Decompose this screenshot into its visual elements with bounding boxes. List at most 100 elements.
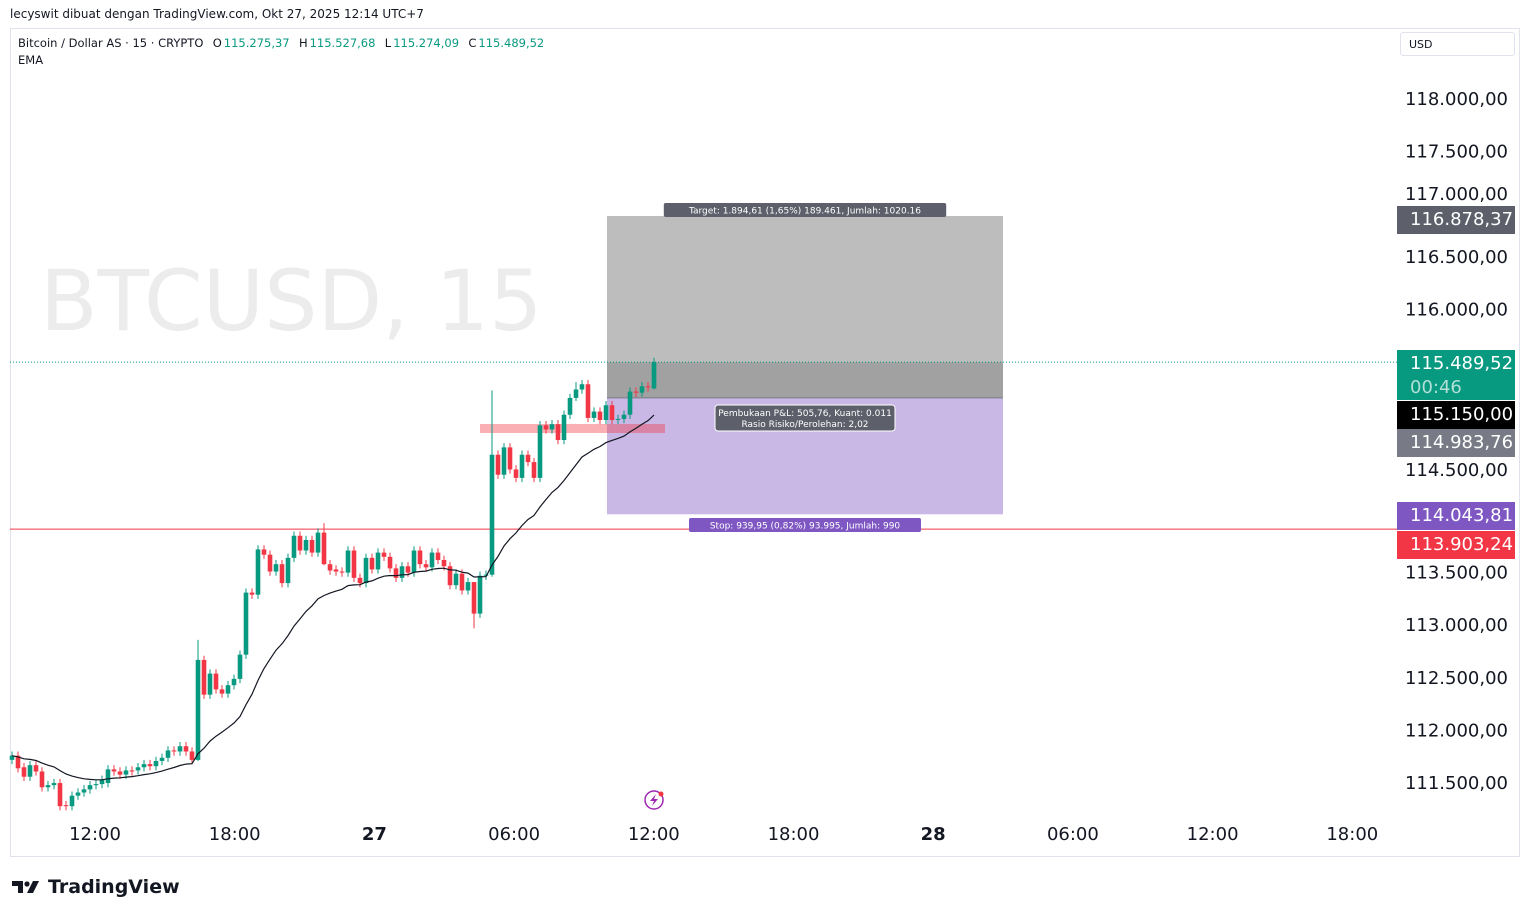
y-tick-label: 113.000,00 xyxy=(1405,615,1508,636)
candle-body xyxy=(369,557,375,570)
candle-body xyxy=(153,760,159,767)
candle-body xyxy=(117,771,123,775)
open-pnl-zone xyxy=(607,362,1003,398)
pnl-label: Pembukaan P&L: 505,76, Kuant: 0.011Rasio… xyxy=(714,404,896,432)
watermark: BTCUSD, 15 xyxy=(40,252,542,350)
candle-body xyxy=(171,750,177,752)
symbol-title[interactable]: Bitcoin / Dollar AS · 15 · CRYPTO xyxy=(18,36,204,50)
chart-caption: lecyswit dibuat dengan TradingView.com, … xyxy=(10,7,424,21)
candle-body xyxy=(21,767,27,777)
y-tick-label: 116.500,00 xyxy=(1405,247,1508,268)
x-tick-label: 06:00 xyxy=(488,824,540,845)
y-tick-label: 117.000,00 xyxy=(1405,184,1508,205)
x-tick-label: 12:00 xyxy=(628,824,680,845)
low-label: L xyxy=(384,36,392,50)
x-tick-label: 27 xyxy=(362,824,387,845)
candle-body xyxy=(453,573,459,586)
candle-body xyxy=(447,566,453,586)
candle-body xyxy=(501,447,507,475)
x-tick-label: 28 xyxy=(921,824,946,845)
x-tick-label: 06:00 xyxy=(1047,824,1099,845)
candle-body xyxy=(93,784,99,786)
candle-body xyxy=(111,769,117,772)
target-label-bg xyxy=(663,203,947,217)
candle-body xyxy=(291,535,297,558)
candle-body xyxy=(423,564,429,568)
currency-selector[interactable]: USD xyxy=(1400,32,1515,56)
candle-body xyxy=(387,556,393,569)
target-zone xyxy=(607,216,1003,398)
lightning-icon[interactable] xyxy=(644,790,664,810)
candle-body xyxy=(45,785,51,788)
y-tick-label: 113.500,00 xyxy=(1405,563,1508,584)
target-label-text: Target: 1.894,61 (1,65%) 189.461, Jumlah… xyxy=(688,207,921,217)
candle-body xyxy=(159,757,165,761)
stop-label-bg xyxy=(689,518,921,532)
ema-line xyxy=(11,414,655,781)
pnl-label-bg xyxy=(714,404,896,432)
stop-price-label: 114.043,81 xyxy=(1397,502,1515,530)
candle-body xyxy=(255,549,261,595)
candle-body xyxy=(495,454,501,475)
candle-body xyxy=(189,751,195,760)
candle-body xyxy=(333,569,339,572)
indicator-ema-label[interactable]: EMA xyxy=(18,53,44,67)
candle-body xyxy=(375,552,381,570)
x-tick-label: 12:00 xyxy=(69,824,121,845)
candle-body xyxy=(327,564,333,571)
tradingview-logo[interactable]: TradingView xyxy=(12,876,180,898)
risk-reward-text: Rasio Risiko/Perolehan: 2,02 xyxy=(741,420,868,430)
candle-body xyxy=(537,425,543,478)
candle-body xyxy=(33,765,39,772)
stop-label: Stop: 939,95 (0,82%) 93.995, Jumlah: 990 xyxy=(689,518,921,532)
y-tick-label: 117.500,00 xyxy=(1405,142,1508,163)
candle-body xyxy=(243,592,249,655)
candle-body xyxy=(639,386,645,393)
y-tick-label: 112.500,00 xyxy=(1405,668,1508,689)
x-tick-label: 18:00 xyxy=(209,824,261,845)
candle-body xyxy=(585,384,591,418)
candle-body xyxy=(519,454,525,478)
candle-body xyxy=(459,573,465,591)
candle-body xyxy=(393,568,399,578)
symbol-legend: Bitcoin / Dollar AS · 15 · CRYPTO O 115.2… xyxy=(18,35,546,69)
open-label: O xyxy=(212,36,222,50)
candle-body xyxy=(267,554,273,572)
y-tick-label: 111.500,00 xyxy=(1405,773,1508,794)
candle-body xyxy=(297,535,303,551)
candle-body xyxy=(435,552,441,560)
candle-body xyxy=(489,454,495,575)
candle-body xyxy=(549,424,555,430)
close-value: 115.489,52 xyxy=(478,36,545,50)
last-price-label: 115.489,52 00:46 xyxy=(1397,350,1515,400)
highlight-line-drawing xyxy=(480,424,665,433)
hline-price-label: 113.903,24 xyxy=(1397,531,1515,559)
candle-body xyxy=(315,532,321,553)
candle-body xyxy=(39,771,45,788)
candle-body xyxy=(561,414,567,440)
candle-body xyxy=(81,789,87,793)
candle-body xyxy=(303,539,309,551)
candle-body xyxy=(531,462,537,478)
candle-body xyxy=(177,746,183,752)
low-value: 115.274,09 xyxy=(393,36,460,50)
candle-body xyxy=(345,550,351,573)
candle-body xyxy=(363,557,369,584)
candle-body xyxy=(573,389,579,398)
candle-body xyxy=(417,550,423,565)
candle-body xyxy=(165,750,171,758)
candle-body xyxy=(123,770,129,775)
candle-body xyxy=(627,391,633,415)
candle-body xyxy=(141,764,147,768)
ema-price-label: 114.983,76 xyxy=(1397,429,1515,457)
target-label: Target: 1.894,61 (1,65%) 189.461, Jumlah… xyxy=(663,203,947,217)
candle-body xyxy=(483,574,489,576)
x-tick-label: 18:00 xyxy=(768,824,820,845)
y-tick-label: 118.000,00 xyxy=(1405,89,1508,110)
candle-body xyxy=(591,411,597,418)
candle-body xyxy=(351,550,357,578)
candles xyxy=(9,357,657,811)
y-tick-label: 116.000,00 xyxy=(1405,299,1508,320)
candle-body xyxy=(261,549,267,555)
